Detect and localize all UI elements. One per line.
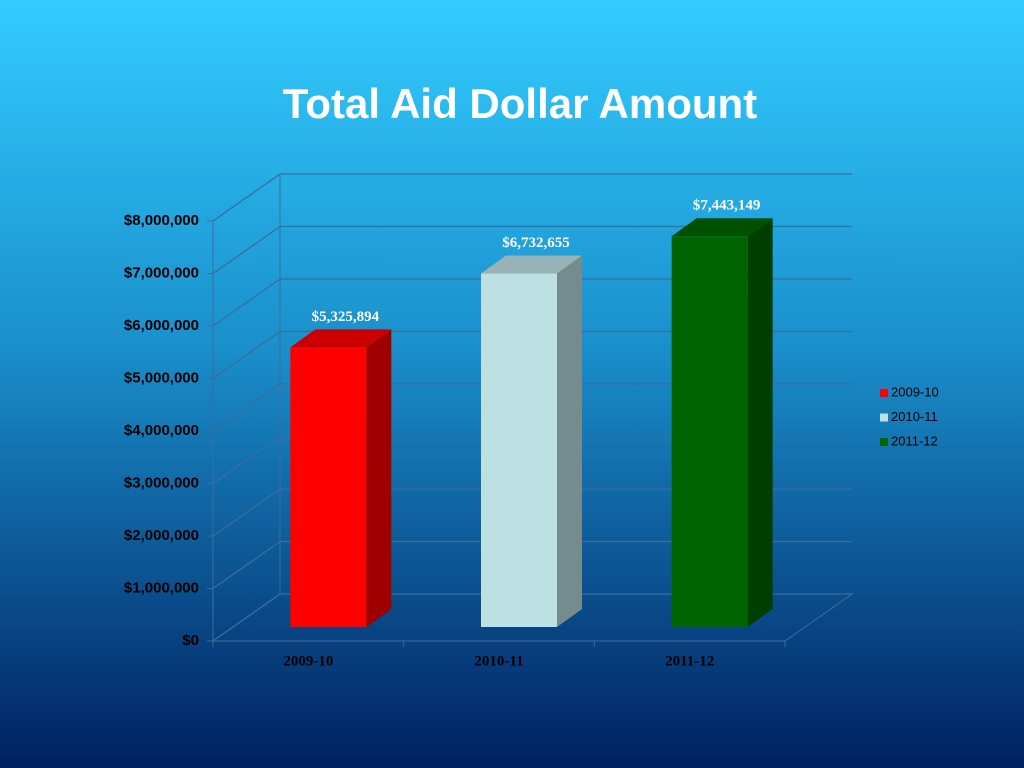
- y-tick-label: $5,000,000: [124, 369, 199, 386]
- grid-line: [212, 383, 852, 432]
- bar-side: [366, 329, 392, 627]
- bar-side: [747, 218, 773, 627]
- grid-line: [212, 435, 852, 485]
- legend-label: 2009-10: [891, 384, 939, 399]
- value-label: $5,325,894: [312, 309, 380, 325]
- value-label: $7,443,149: [693, 198, 761, 214]
- bar-side: [557, 255, 582, 627]
- grid-line: [212, 593, 852, 642]
- bar-top: [671, 218, 773, 237]
- y-tick-label: $2,000,000: [124, 527, 199, 544]
- y-tick-label: $0: [182, 632, 199, 649]
- grid-line: [212, 173, 852, 222]
- legend-label: 2011-12: [891, 433, 938, 448]
- legend-swatch: [880, 413, 888, 422]
- bar: [481, 273, 557, 627]
- value-label: $6,732,655: [502, 235, 570, 251]
- grid-line: [212, 225, 852, 275]
- x-tick-label: 2009-10: [283, 653, 333, 669]
- y-tick-label: $6,000,000: [124, 317, 199, 334]
- y-tick-label: $8,000,000: [124, 212, 199, 229]
- bar: [290, 347, 367, 627]
- y-tick-label: $1,000,000: [124, 579, 199, 596]
- legend-label: 2010-11: [891, 409, 938, 424]
- bar-top: [481, 255, 582, 274]
- x-tick-label: 2011-12: [665, 653, 714, 669]
- legend-swatch: [880, 389, 888, 397]
- chart-title: Total Aid Dollar Amount: [283, 80, 757, 127]
- y-tick-label: $7,000,000: [124, 264, 199, 281]
- grid-line: [212, 488, 852, 537]
- y-tick-label: $3,000,000: [124, 474, 199, 491]
- y-tick-label: $4,000,000: [124, 422, 199, 439]
- bar: [671, 236, 748, 627]
- grid-line: [212, 540, 852, 590]
- x-tick-label: 2010-11: [474, 653, 523, 669]
- grid-line: [212, 278, 852, 327]
- legend-swatch: [880, 438, 888, 446]
- bar-top: [290, 329, 392, 348]
- grid-line: [212, 330, 852, 380]
